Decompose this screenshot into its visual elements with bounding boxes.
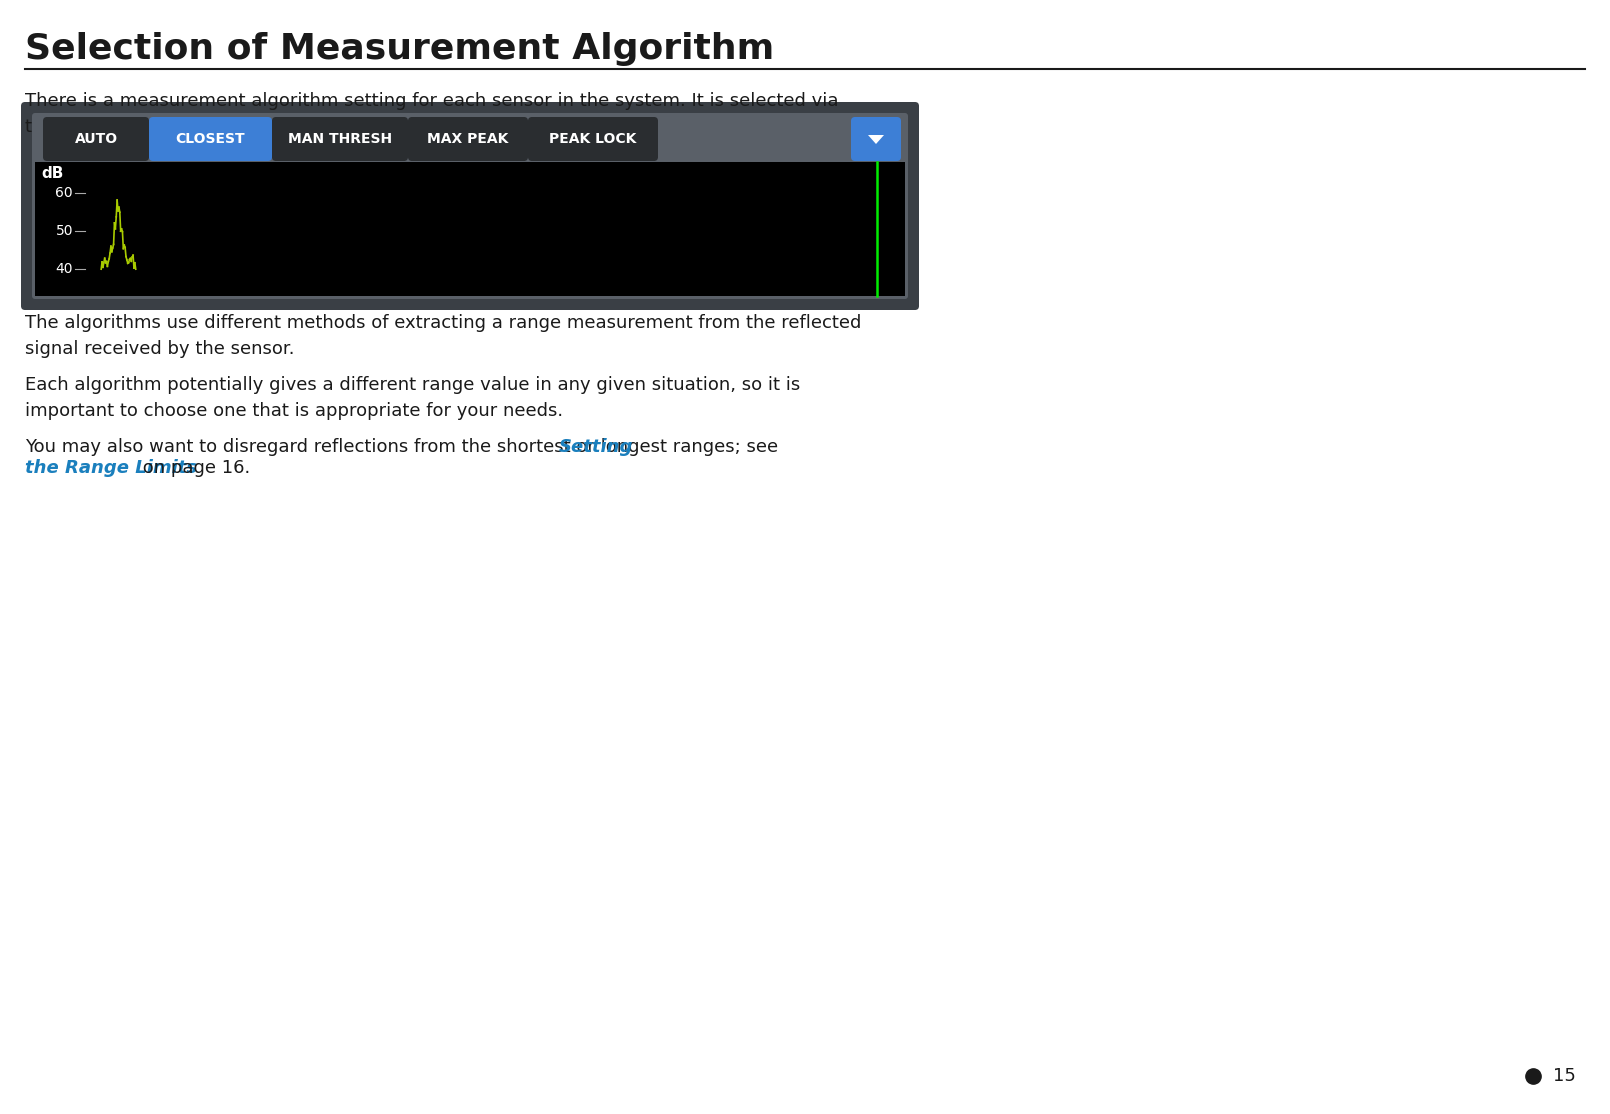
Text: 50: 50 <box>55 224 72 238</box>
FancyBboxPatch shape <box>150 117 272 162</box>
Text: Selection of Measurement Algorithm: Selection of Measurement Algorithm <box>26 32 774 66</box>
FancyBboxPatch shape <box>32 113 908 299</box>
Text: 15: 15 <box>1554 1067 1576 1085</box>
Text: Setting: Setting <box>559 438 633 456</box>
Bar <box>35 162 905 296</box>
Text: dB: dB <box>40 166 63 180</box>
Text: Each algorithm potentially gives a different range value in any given situation,: Each algorithm potentially gives a diffe… <box>26 377 800 420</box>
FancyBboxPatch shape <box>272 117 407 162</box>
FancyBboxPatch shape <box>21 102 919 310</box>
Text: MAX PEAK: MAX PEAK <box>427 131 509 146</box>
Text: There is a measurement algorithm setting for each sensor in the system. It is se: There is a measurement algorithm setting… <box>26 92 839 136</box>
Text: the Range Limits: the Range Limits <box>26 459 196 477</box>
FancyBboxPatch shape <box>43 117 150 162</box>
FancyBboxPatch shape <box>407 117 528 162</box>
Text: PEAK LOCK: PEAK LOCK <box>549 131 636 146</box>
FancyBboxPatch shape <box>852 117 902 162</box>
Text: The algorithms use different methods of extracting a range measurement from the : The algorithms use different methods of … <box>26 314 861 359</box>
Text: You may also want to disregard reflections from the shortest or longest ranges; : You may also want to disregard reflectio… <box>26 438 784 456</box>
Text: 60: 60 <box>55 186 72 199</box>
Text: AUTO: AUTO <box>74 131 118 146</box>
FancyBboxPatch shape <box>528 117 658 162</box>
Text: on page 16.: on page 16. <box>137 459 250 477</box>
Text: MAN THRESH: MAN THRESH <box>288 131 393 146</box>
Polygon shape <box>868 135 884 144</box>
Text: CLOSEST: CLOSEST <box>175 131 245 146</box>
Text: 40: 40 <box>55 262 72 276</box>
